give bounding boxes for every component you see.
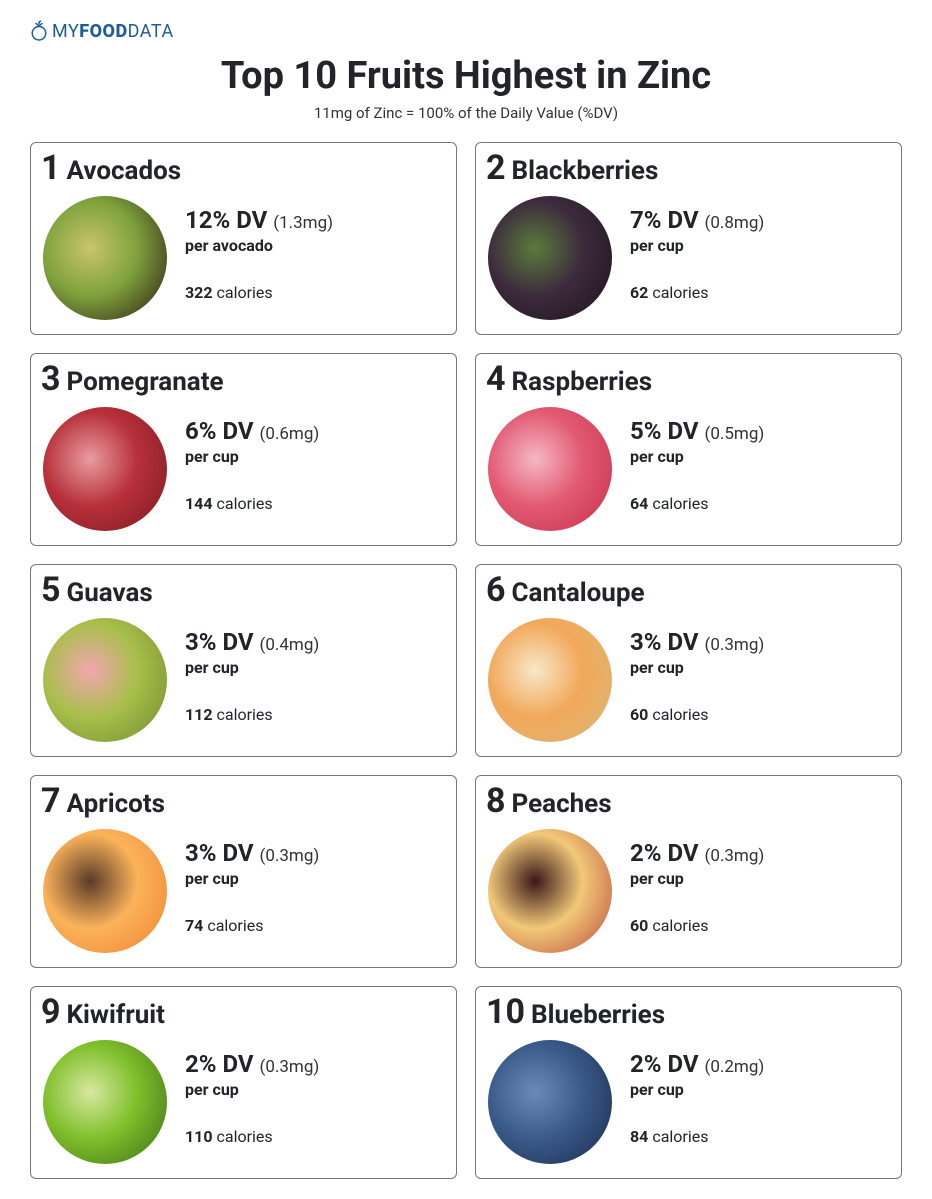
milligrams: (0.3mg) xyxy=(705,635,765,655)
food-thumbnail xyxy=(43,196,167,320)
food-name: Cantaloupe xyxy=(512,578,645,608)
rank-number: 6 xyxy=(486,573,506,607)
calories: 144 calories xyxy=(185,494,319,513)
rank-number: 5 xyxy=(41,573,61,607)
food-card[interactable]: 9 Kiwifruit 2% DV (0.3mg) per cup 110 ca… xyxy=(30,986,457,1179)
logo-text: MYFOODDATA xyxy=(52,21,174,42)
food-name: Blackberries xyxy=(512,156,659,186)
milligrams: (0.4mg) xyxy=(260,635,320,655)
food-thumbnail xyxy=(488,618,612,742)
food-name: Apricots xyxy=(67,789,165,819)
food-name: Peaches xyxy=(512,789,612,819)
serving-size: per avocado xyxy=(185,236,333,255)
daily-value-percent: 3% DV xyxy=(185,839,254,867)
calories: 64 calories xyxy=(630,494,764,513)
calories: 322 calories xyxy=(185,283,333,302)
calories: 60 calories xyxy=(630,705,764,724)
food-card[interactable]: 4 Raspberries 5% DV (0.5mg) per cup 64 c… xyxy=(475,353,902,546)
daily-value-percent: 2% DV xyxy=(630,839,699,867)
serving-size: per cup xyxy=(185,658,319,677)
rank-number: 4 xyxy=(486,362,506,396)
page-subtitle: 11mg of Zinc = 100% of the Daily Value (… xyxy=(30,104,902,122)
serving-size: per cup xyxy=(185,1080,319,1099)
daily-value-percent: 7% DV xyxy=(630,206,699,234)
food-thumbnail xyxy=(488,829,612,953)
food-card[interactable]: 2 Blackberries 7% DV (0.8mg) per cup 62 … xyxy=(475,142,902,335)
food-name: Raspberries xyxy=(512,367,653,397)
food-card[interactable]: 5 Guavas 3% DV (0.4mg) per cup 112 calor… xyxy=(30,564,457,757)
daily-value-percent: 12% DV xyxy=(185,206,267,234)
daily-value-percent: 6% DV xyxy=(185,417,254,445)
rank-number: 3 xyxy=(41,362,61,396)
milligrams: (0.6mg) xyxy=(260,424,320,444)
food-name: Blueberries xyxy=(531,1000,665,1030)
serving-size: per cup xyxy=(630,869,764,888)
food-name: Avocados xyxy=(67,156,182,186)
apple-icon xyxy=(30,20,48,42)
serving-size: per cup xyxy=(185,447,319,466)
food-card[interactable]: 6 Cantaloupe 3% DV (0.3mg) per cup 60 ca… xyxy=(475,564,902,757)
milligrams: (0.3mg) xyxy=(260,1057,320,1077)
milligrams: (1.3mg) xyxy=(273,213,333,233)
food-grid: 1 Avocados 12% DV (1.3mg) per avocado 32… xyxy=(30,142,902,1179)
calories: 62 calories xyxy=(630,283,764,302)
food-thumbnail xyxy=(43,618,167,742)
rank-number: 7 xyxy=(41,784,61,818)
rank-number: 9 xyxy=(41,995,61,1029)
rank-number: 10 xyxy=(486,995,525,1029)
food-card[interactable]: 1 Avocados 12% DV (1.3mg) per avocado 32… xyxy=(30,142,457,335)
calories: 112 calories xyxy=(185,705,319,724)
serving-size: per cup xyxy=(630,658,764,677)
serving-size: per cup xyxy=(185,869,319,888)
page-title: Top 10 Fruits Highest in Zinc xyxy=(30,54,902,98)
food-name: Pomegranate xyxy=(67,367,224,397)
milligrams: (0.2mg) xyxy=(705,1057,765,1077)
calories: 84 calories xyxy=(630,1127,764,1146)
food-thumbnail xyxy=(488,407,612,531)
food-thumbnail xyxy=(43,1040,167,1164)
serving-size: per cup xyxy=(630,447,764,466)
food-card[interactable]: 7 Apricots 3% DV (0.3mg) per cup 74 calo… xyxy=(30,775,457,968)
rank-number: 1 xyxy=(41,151,61,185)
rank-number: 2 xyxy=(486,151,506,185)
food-thumbnail xyxy=(43,829,167,953)
food-card[interactable]: 8 Peaches 2% DV (0.3mg) per cup 60 calor… xyxy=(475,775,902,968)
daily-value-percent: 3% DV xyxy=(185,628,254,656)
daily-value-percent: 2% DV xyxy=(185,1050,254,1078)
daily-value-percent: 2% DV xyxy=(630,1050,699,1078)
serving-size: per cup xyxy=(630,236,764,255)
rank-number: 8 xyxy=(486,784,506,818)
calories: 74 calories xyxy=(185,916,319,935)
food-name: Kiwifruit xyxy=(67,1000,165,1030)
food-name: Guavas xyxy=(67,578,153,608)
milligrams: (0.8mg) xyxy=(705,213,765,233)
daily-value-percent: 3% DV xyxy=(630,628,699,656)
calories: 110 calories xyxy=(185,1127,319,1146)
food-card[interactable]: 10 Blueberries 2% DV (0.2mg) per cup 84 … xyxy=(475,986,902,1179)
milligrams: (0.3mg) xyxy=(705,846,765,866)
calories: 60 calories xyxy=(630,916,764,935)
milligrams: (0.3mg) xyxy=(260,846,320,866)
daily-value-percent: 5% DV xyxy=(630,417,699,445)
food-thumbnail xyxy=(488,1040,612,1164)
milligrams: (0.5mg) xyxy=(705,424,765,444)
food-card[interactable]: 3 Pomegranate 6% DV (0.6mg) per cup 144 … xyxy=(30,353,457,546)
serving-size: per cup xyxy=(630,1080,764,1099)
food-thumbnail xyxy=(488,196,612,320)
food-thumbnail xyxy=(43,407,167,531)
site-logo[interactable]: MYFOODDATA xyxy=(30,20,902,42)
